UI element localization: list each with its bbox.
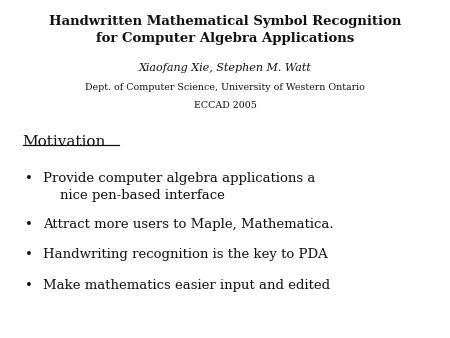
Text: •: •: [25, 172, 32, 185]
Text: Motivation: Motivation: [22, 135, 106, 149]
Text: •: •: [25, 248, 32, 261]
Text: •: •: [25, 279, 32, 292]
Text: ECCAD 2005: ECCAD 2005: [194, 101, 256, 111]
Text: Provide computer algebra applications a
    nice pen-based interface: Provide computer algebra applications a …: [43, 172, 315, 202]
Text: Handwritten Mathematical Symbol Recognition
for Computer Algebra Applications: Handwritten Mathematical Symbol Recognit…: [49, 15, 401, 45]
Text: Handwriting recognition is the key to PDA: Handwriting recognition is the key to PD…: [43, 248, 328, 261]
Text: Xiaofang Xie, Stephen M. Watt: Xiaofang Xie, Stephen M. Watt: [139, 63, 311, 73]
Text: Dept. of Computer Science, University of Western Ontario: Dept. of Computer Science, University of…: [85, 83, 365, 92]
Text: •: •: [25, 218, 32, 231]
Text: Attract more users to Maple, Mathematica.: Attract more users to Maple, Mathematica…: [43, 218, 333, 231]
Text: Make mathematics easier input and edited: Make mathematics easier input and edited: [43, 279, 330, 292]
